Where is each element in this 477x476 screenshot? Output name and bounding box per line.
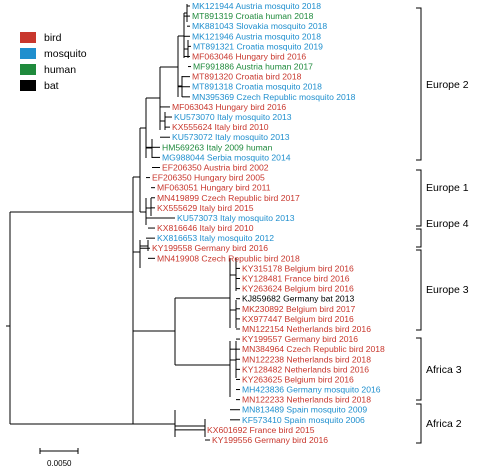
bracket-europe1 [416,169,422,227]
leaf-label: MN384964 Czech Republic bird 2018 [242,344,385,354]
legend-swatch-human [20,64,36,75]
leaf-label: KY263624 Belgium bird 2016 [242,284,354,294]
leaf-label: KX816646 Italy bird 2010 [157,223,254,233]
clade-label-europe1: Europe 1 [426,182,469,194]
branch-europe2-e [184,40,189,58]
leaf-label: MN122238 Netherlands bird 2018 [242,354,371,364]
leaf-label: KX555629 Italy bird 2015 [157,203,254,213]
leaf-label: KJ859682 Germany bat 2013 [242,294,354,304]
leaf-label: MF063046 Hungary bird 2016 [192,51,306,61]
branch-europe1-a [146,198,152,216]
branch-europe2-c [178,13,185,58]
bracket-europe3 [416,249,422,331]
leaf-label: MK121946 Austria mosquito 2018 [192,31,321,41]
branch-europe2-h [146,139,153,158]
branch-europe3-b [230,300,237,328]
leaf-label: MN122233 Netherlands bird 2018 [242,395,371,405]
leaf-label: MF063043 Hungary bird 2016 [172,102,286,112]
branch-upper [10,177,134,407]
leaf-label: HM569263 Italy 2009 human [162,142,273,152]
bracket-africa2 [416,403,422,444]
leaf-label: MN813489 Spain mosquito 2009 [242,405,367,415]
leaf-label: KY128481 France bird 2016 [242,274,350,284]
leaf-label: KX977447 Belgium bird 2016 [242,314,354,324]
leaf-label: KU573072 Italy mosquito 2013 [172,132,290,142]
bracket-africa3 [416,337,422,401]
leaf-label: KX555624 Italy bird 2010 [172,122,269,132]
legend-swatch-bat [20,80,36,91]
clade-label-africa2: Africa 2 [426,418,462,430]
leaf-label: MK881043 Slovakia mosquito 2018 [192,21,327,31]
legend-label-human: human [44,64,76,76]
leaf-label: KU573070 Italy mosquito 2013 [174,112,292,122]
leaf-label: KX601692 France bird 2015 [207,425,315,435]
branch-europe1 [140,198,147,225]
branch-eu3-af3 [133,298,176,365]
leaf-label: KX816653 Italy mosquito 2012 [157,233,274,243]
branch-europe3-a [230,258,237,291]
clade-label-europe3: Europe 3 [426,284,469,296]
bracket-europe2 [416,7,422,161]
legend-label-mosquito: mosquito [44,48,87,60]
bracket-europe4 [416,228,422,248]
leaf-label: MG988044 Serbia mosquito 2014 [162,152,291,162]
leaf-label: MN395369 Czech Republic mosquito 2018 [192,92,356,102]
leaf-label: MH423836 Germany mosquito 2016 [242,385,381,395]
branch-europe2-d [184,4,188,22]
branch-europe4-a [140,240,149,251]
leaf-label: MT891321 Croatia mosquito 2019 [193,41,323,51]
branch-europe2-g [160,112,166,130]
leaf-label: MT891318 Croatia mosquito 2018 [192,82,322,92]
leaf-label: MN122154 Netherlands bird 2016 [242,324,371,334]
leaf-label: MK121944 Austria mosquito 2018 [192,1,321,11]
leaf-label: KY199558 Germany bird 2016 [152,243,268,253]
legend: bird mosquito human bat [20,32,87,92]
legend-label-bat: bat [44,80,59,92]
leaf-label: MF991886 Austria human 2017 [193,62,313,72]
leaf-label: KU573073 Italy mosquito 2013 [177,213,295,223]
branch-europe2-b [160,36,179,97]
branch-africa3 [175,341,231,397]
leaf-label: MT891319 Croatia human 2018 [192,11,314,21]
leaf-label: MN419908 Czech Republic bird 2018 [157,253,300,263]
leaf-label: MK230892 Belgium bird 2017 [242,304,355,314]
legend-label-bird: bird [44,32,62,44]
legend-swatch-bird [20,32,36,43]
leaf-label: EF206350 Hungary bird 2005 [152,173,265,183]
leaf-label: KY199557 Germany bird 2016 [242,334,358,344]
leaf-label: MT891320 Croatia bird 2018 [192,72,302,82]
scale-bar: 0.0050 [39,448,79,468]
leaf-label: MF063051 Hungary bird 2011 [157,183,271,193]
leaf-label: EF206350 Austria bird 2002 [162,162,269,172]
branch-europe2-a [146,67,161,130]
leaf-label: KY263625 Belgium bird 2016 [242,374,354,384]
legend-swatch-mosquito [20,48,36,59]
branch-eu21 [133,128,141,212]
branch-africa3-a [230,341,237,378]
leaf-label: KY315178 Belgium bird 2016 [242,263,354,273]
clade-label-europe4: Europe 4 [426,218,469,230]
clade-brackets: Europe 2 Europe 1 Europe 4 Europe 3 Afri… [416,7,469,444]
clade-label-africa3: Africa 3 [426,364,462,376]
branch-africa2-a [175,419,206,437]
branch-africa2-stem [10,407,134,425]
leaf-label: MN419899 Czech Republic bird 2017 [157,193,300,203]
branch-europe2 [140,98,147,158]
scale-bar-label: 0.0050 [47,459,72,468]
leaf-label: KY128482 Netherlands bird 2016 [242,364,369,374]
branch-root [6,212,11,424]
branch-europe3 [175,258,231,328]
leaf-label: KY199556 Germany bird 2016 [212,435,328,445]
branch-europe4 [133,240,141,268]
leaf-label: KF573410 Spain mosquito 2006 [242,415,365,425]
scale-bar-line [39,448,79,454]
clade-label-europe2: Europe 2 [426,79,469,91]
branch-africa2 [133,410,176,437]
